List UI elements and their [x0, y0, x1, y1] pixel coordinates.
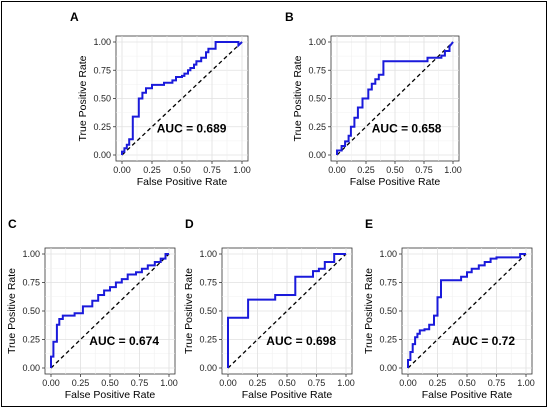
y-tick-label: 0.75 — [22, 278, 40, 288]
y-axis-title: True Positive Rate — [363, 268, 375, 354]
y-tick-label: 0.75 — [199, 278, 217, 288]
y-tick-label: 1.00 — [379, 249, 397, 259]
auc-annotation: AUC = 0.72 — [452, 334, 515, 348]
x-tick-label: 0.25 — [72, 378, 90, 388]
x-axis-title: False Positive Rate — [422, 389, 513, 401]
y-tick-label: 0.00 — [379, 363, 397, 373]
x-axis-title: False Positive Rate — [137, 176, 228, 188]
y-tick-label: 0.25 — [308, 122, 326, 132]
y-axis-title: True Positive Rate — [183, 268, 195, 354]
roc-panel-d: D 0.00 0.00 0.25 0.25 0.50 0.50 0.75 0.75 1.00 1.… — [183, 215, 365, 405]
x-tick-label: 0.75 — [415, 165, 433, 175]
x-tick-label: 0.75 — [131, 378, 149, 388]
y-tick-label: 0.50 — [93, 94, 111, 104]
chance-diagonal-line — [336, 41, 454, 156]
roc-chart: 0.000.00 0.25 0.25 0.50 0.50 0.75 0.75 1.00 1.00… — [292, 35, 462, 188]
roc-chart: 0.000.00 0.25 0.25 0.50 0.50 0.75 0.75 1.00 1.00… — [363, 247, 535, 401]
roc-panel-b: B 0.00 0.00 0.25 0.25 0.50 0.50 0.75 0.75 1.00 1.… — [285, 8, 485, 193]
chance-diagonal-line — [227, 253, 347, 369]
y-axis-title: True Positive Rate — [6, 268, 18, 354]
y-tick-label: 0.25 — [199, 335, 217, 345]
y-tick-label: 0.50 — [22, 306, 40, 316]
y-tick-label: 0.50 — [379, 306, 397, 316]
chance-diagonal-line — [407, 253, 527, 369]
x-tick-label: 0.00 — [399, 378, 417, 388]
x-tick-label: 0.50 — [101, 378, 119, 388]
panel-label: A — [70, 10, 79, 24]
x-tick-label: 0.25 — [249, 378, 267, 388]
x-tick-label: 0.00 — [219, 378, 237, 388]
roc-chart: 0.000.00 0.25 0.25 0.50 0.50 0.75 0.75 1.00 1.00… — [6, 247, 178, 401]
x-tick-label: 0.00 — [42, 378, 60, 388]
y-tick-label: 0.25 — [93, 122, 111, 132]
x-tick-label: 0.25 — [143, 165, 161, 175]
x-tick-label: 1.00 — [233, 165, 251, 175]
roc-curve-line — [50, 253, 169, 368]
roc-chart: 0.000.00 0.25 0.25 0.50 0.50 0.75 0.75 1.00 1.00… — [77, 35, 251, 188]
y-axis-title: True Positive Rate — [292, 55, 304, 141]
chance-diagonal-line — [50, 253, 170, 369]
auc-annotation: AUC = 0.698 — [266, 334, 336, 348]
y-tick-label: 0.00 — [308, 150, 326, 160]
y-tick-label: 1.00 — [308, 37, 326, 47]
x-tick-label: 0.75 — [488, 378, 506, 388]
roc-curve-line — [407, 253, 526, 368]
y-tick-label: 0.75 — [308, 65, 326, 75]
y-tick-label: 0.00 — [199, 363, 217, 373]
x-tick-label: 1.00 — [337, 378, 355, 388]
y-tick-label: 1.00 — [22, 249, 40, 259]
panel-label: D — [185, 217, 194, 231]
y-tick-label: 1.00 — [199, 249, 217, 259]
x-axis-title: False Positive Rate — [65, 389, 156, 401]
y-tick-label: 1.00 — [93, 37, 111, 47]
panel-label: E — [365, 217, 374, 231]
panel-label: B — [285, 10, 294, 24]
y-tick-label: 0.50 — [308, 94, 326, 104]
x-tick-label: 1.00 — [517, 378, 535, 388]
x-tick-label: 1.00 — [160, 378, 178, 388]
x-tick-label: 0.50 — [278, 378, 296, 388]
roc-panel-e: E 0.00 0.00 0.25 0.25 0.50 0.50 0.75 0.75 1.00 1.… — [363, 215, 545, 405]
x-axis-title: False Positive Rate — [350, 176, 441, 188]
panel-label: C — [8, 217, 17, 231]
x-tick-label: 0.25 — [429, 378, 447, 388]
x-tick-label: 0.50 — [173, 165, 191, 175]
y-tick-label: 0.75 — [379, 278, 397, 288]
y-tick-label: 0.25 — [22, 335, 40, 345]
x-tick-label: 0.50 — [458, 378, 476, 388]
x-tick-label: 0.50 — [386, 165, 404, 175]
auc-annotation: AUC = 0.674 — [89, 334, 159, 348]
roc-curve-line — [227, 253, 346, 368]
y-axis-title: True Positive Rate — [77, 55, 89, 141]
roc-panel-c: C 0.00 0.00 0.25 0.25 0.50 0.50 0.75 0.75 1.00 1.… — [6, 215, 188, 405]
y-tick-label: 0.00 — [22, 363, 40, 373]
roc-curve-line — [121, 41, 243, 155]
roc-curve-line — [336, 41, 454, 155]
x-tick-label: 0.75 — [308, 378, 326, 388]
x-tick-label: 0.75 — [203, 165, 221, 175]
y-tick-label: 0.75 — [93, 65, 111, 75]
x-tick-label: 0.00 — [113, 165, 131, 175]
y-tick-label: 0.25 — [379, 335, 397, 345]
x-tick-label: 1.00 — [444, 165, 462, 175]
auc-annotation: AUC = 0.689 — [157, 121, 227, 135]
x-axis-title: False Positive Rate — [242, 389, 333, 401]
roc-chart: 0.000.00 0.25 0.25 0.50 0.50 0.75 0.75 1.00 1.00… — [183, 247, 355, 401]
y-tick-label: 0.50 — [199, 306, 217, 316]
x-tick-label: 0.00 — [328, 165, 346, 175]
y-tick-label: 0.00 — [93, 150, 111, 160]
roc-panel-a: A 0.00 0.00 0.25 0.25 0.50 0.50 0.75 0.75 1.00 1.… — [70, 8, 270, 193]
auc-annotation: AUC = 0.658 — [372, 121, 442, 135]
x-tick-label: 0.25 — [357, 165, 375, 175]
